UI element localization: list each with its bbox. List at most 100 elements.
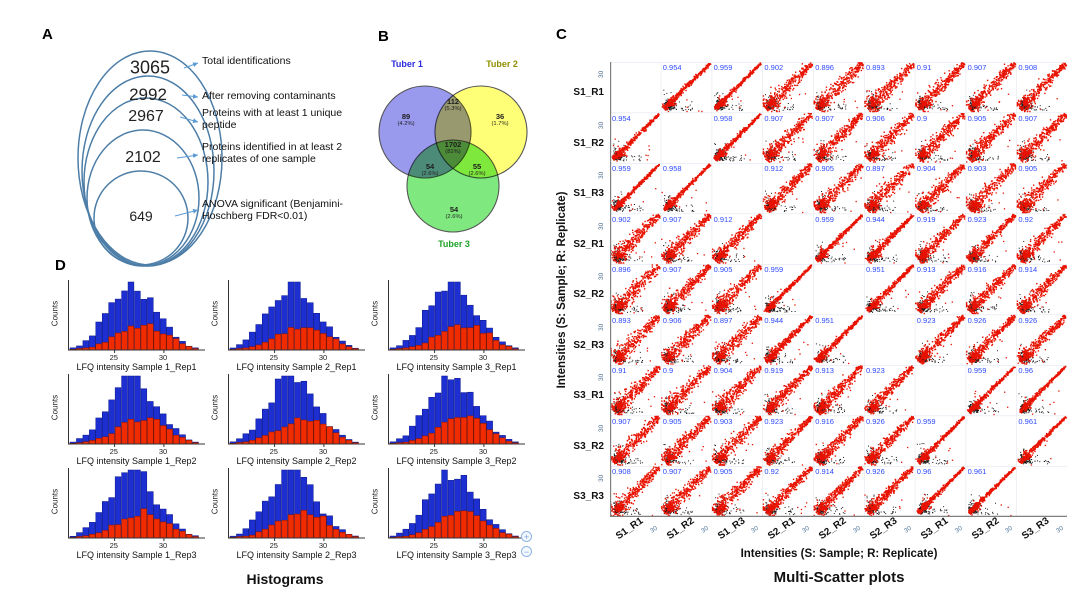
venn-region-value: 89 (4.2%) (397, 113, 414, 127)
correlation-value: 0.912 (764, 164, 784, 173)
set-size-value: 3065 (129, 57, 171, 78)
correlation-value: 0.923 (764, 416, 784, 426)
venn-percent: (2.6%) (421, 170, 439, 177)
hist-axis-tick: 25 (269, 447, 278, 456)
histogram-plot (388, 468, 525, 541)
axis-tick-30: 30 (801, 524, 812, 535)
correlation-value: 0.961 (1018, 416, 1038, 426)
hist-axis-tick: 30 (158, 353, 168, 362)
matrix-col-label: S1_R3 (715, 514, 747, 542)
histogram-plot (228, 374, 365, 447)
venn-region-value: 55 (2.6%) (468, 163, 485, 177)
correlation-value: 0.959 (713, 63, 733, 72)
correlation-value: 0.958 (662, 164, 682, 173)
hist-axis-tick: 30 (318, 353, 328, 362)
correlation-value: 0.926 (967, 315, 987, 325)
axis-tick-30: 30 (598, 424, 605, 432)
correlation-value: 0.959 (815, 214, 834, 224)
venn-percent: (4.2%) (397, 120, 415, 127)
set-size-value: 2102 (125, 149, 161, 166)
counts-axis-label: Counts (50, 394, 60, 421)
set-annotation: After removing contaminants (202, 90, 336, 102)
venn-region-value: 54 (2.6%) (445, 206, 462, 220)
axis-tick-30: 30 (953, 524, 964, 535)
correlation-value: 0.913 (815, 366, 834, 375)
set-size-value: 2967 (128, 108, 164, 125)
venn-region-value: 36 (1.7%) (491, 113, 508, 127)
correlation-value: 0.954 (612, 113, 631, 123)
venn-region-value: 112 (5.3%) (444, 98, 461, 112)
correlation-value: 0.923 (916, 315, 936, 325)
correlation-value: 0.9 (662, 366, 674, 375)
hist-axis-tick: 25 (109, 353, 118, 362)
correlation-value: 0.893 (612, 315, 631, 325)
correlation-value: 0.959 (967, 366, 987, 375)
hist-axis-tick: 25 (429, 541, 438, 550)
axis-tick-30: 30 (1055, 524, 1066, 535)
matrix-row-label: S3_R3 (573, 491, 604, 503)
histograms-title: Histograms (246, 571, 324, 587)
histogram-plot (68, 280, 205, 353)
counts-axis-label: Counts (50, 300, 60, 327)
venn-count: 1702 (444, 140, 462, 150)
zoom-in-button[interactable]: + (521, 531, 532, 542)
correlation-value: 0.904 (713, 366, 733, 375)
correlation-value: 0.908 (1018, 63, 1038, 72)
correlation-value: 0.916 (815, 416, 834, 426)
correlation-value: 0.905 (967, 113, 987, 123)
venn-percent: (81%) (445, 148, 461, 155)
correlation-value: 0.907 (1018, 113, 1038, 123)
panel-c-letter: C (556, 26, 567, 43)
correlation-value: 0.951 (815, 315, 834, 325)
histogram-plot (228, 468, 365, 541)
hist-axis-tick: 30 (318, 447, 328, 456)
matrix-col-label: S3_R3 (1020, 514, 1052, 542)
correlation-value: 0.904 (916, 164, 936, 173)
multi-scatter-title: Multi-Scatter plots (773, 569, 905, 586)
correlation-value: 0.961 (967, 467, 987, 476)
hist-axis-tick: 25 (429, 447, 438, 456)
correlation-value: 0.919 (916, 214, 936, 224)
hist-axis-tick: 25 (269, 541, 278, 550)
correlation-value: 0.923 (866, 366, 885, 375)
correlation-value: 0.926 (866, 416, 885, 426)
correlation-value: 0.907 (815, 113, 834, 123)
hist-axis-tick: 30 (478, 447, 488, 456)
correlation-value: 0.902 (764, 63, 784, 72)
matrix-row-label: S1_R3 (573, 188, 604, 200)
correlation-value: 0.91 (612, 366, 627, 375)
correlation-value: 0.906 (662, 315, 682, 325)
venn-count: 54 (449, 205, 459, 215)
correlation-value: 0.907 (764, 113, 784, 123)
venn-count: 112 (446, 97, 460, 107)
histogram-plot (68, 374, 205, 447)
set-size-value: 649 (129, 208, 153, 224)
hist-axis-tick: 30 (318, 541, 328, 550)
venn-count: 54 (425, 162, 435, 172)
correlation-value: 0.92 (1018, 214, 1033, 224)
axis-tick-30: 30 (750, 524, 761, 535)
scatter-matrix-canvas (610, 62, 1067, 517)
correlation-value: 0.96 (1018, 366, 1033, 375)
correlation-value: 0.903 (713, 416, 733, 426)
venn-set-title: Tuber 3 (438, 239, 470, 249)
matrix-row-label: S3_R1 (573, 390, 604, 402)
correlation-value: 0.923 (967, 214, 987, 224)
axis-tick-30: 30 (598, 474, 605, 482)
axis-tick-30: 30 (598, 272, 605, 280)
matrix-row-label: S2_R3 (573, 339, 604, 351)
correlation-value: 0.902 (612, 214, 631, 224)
correlation-value: 0.913 (916, 265, 936, 274)
axis-tick-30: 30 (699, 524, 710, 535)
counts-axis-label: Counts (370, 394, 380, 421)
counts-axis-label: Counts (210, 300, 220, 327)
zoom-out-button[interactable]: − (521, 546, 532, 557)
panel-a-nested-sets: A 3065 Total identifications 2992 After rem… (30, 18, 395, 273)
axis-tick-30: 30 (598, 171, 605, 179)
histogram-plot (388, 374, 525, 447)
histogram-x-label: LFQ intensity Sample 3_Rep3 (396, 550, 517, 560)
matrix-col-label: S2_R3 (868, 514, 900, 542)
hist-axis-tick: 30 (158, 447, 168, 456)
venn-set-title: Tuber 2 (486, 59, 518, 69)
